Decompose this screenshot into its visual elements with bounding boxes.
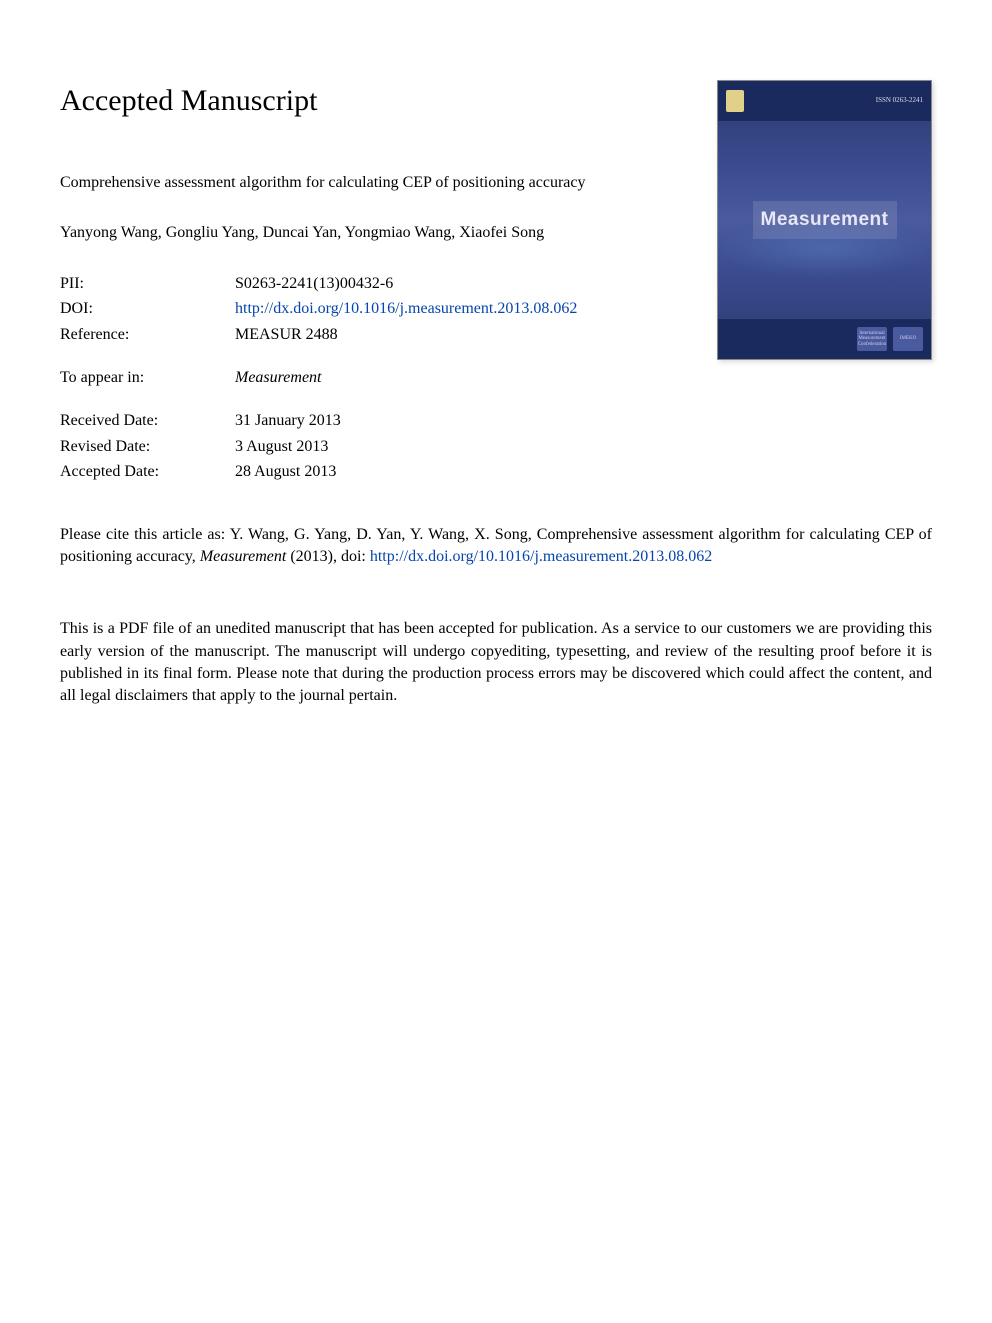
meta-label: PII:	[60, 273, 235, 295]
doi-link[interactable]: http://dx.doi.org/10.1016/j.measurement.…	[235, 298, 660, 320]
meta-label: Received Date:	[60, 410, 235, 432]
meta-value: Measurement	[235, 367, 660, 389]
cover-header: ISSN 0263-2241	[718, 81, 931, 121]
cover-badge-imc: International Measurement Confederation	[857, 327, 887, 351]
cover-badge-imeko: IMEKO	[893, 327, 923, 351]
article-authors: Yanyong Wang, Gongliu Yang, Duncai Yan, …	[60, 222, 660, 244]
main-column: Comprehensive assessment algorithm for c…	[60, 172, 660, 484]
journal-cover-thumbnail: ISSN 0263-2241 Measurement International…	[717, 80, 932, 360]
meta-row-doi: DOI: http://dx.doi.org/10.1016/j.measure…	[60, 298, 660, 320]
citation-doi-link[interactable]: http://dx.doi.org/10.1016/j.measurement.…	[370, 548, 712, 565]
meta-label: To appear in:	[60, 367, 235, 389]
citation-text: Please cite this article as: Y. Wang, G.…	[60, 524, 932, 569]
meta-value: 28 August 2013	[235, 461, 660, 483]
meta-row-pii: PII: S0263-2241(13)00432-6	[60, 273, 660, 295]
meta-label: Revised Date:	[60, 436, 235, 458]
meta-value: MEASUR 2488	[235, 324, 660, 346]
meta-label: Reference:	[60, 324, 235, 346]
elsevier-logo-icon	[726, 90, 744, 112]
citation-mid: (2013), doi:	[286, 548, 370, 565]
metadata-table: PII: S0263-2241(13)00432-6 DOI: http://d…	[60, 273, 660, 484]
cover-footer: International Measurement Confederation …	[718, 319, 931, 359]
meta-row-revised: Revised Date: 3 August 2013	[60, 436, 660, 458]
page-container: ISSN 0263-2241 Measurement International…	[60, 80, 932, 708]
citation-journal: Measurement	[200, 548, 287, 565]
cover-body: Measurement	[718, 121, 931, 319]
meta-value: 31 January 2013	[235, 410, 660, 432]
meta-label: Accepted Date:	[60, 461, 235, 483]
meta-value: S0263-2241(13)00432-6	[235, 273, 660, 295]
meta-row-appear: To appear in: Measurement	[60, 367, 660, 389]
article-title: Comprehensive assessment algorithm for c…	[60, 172, 660, 194]
meta-row-received: Received Date: 31 January 2013	[60, 410, 660, 432]
meta-row-reference: Reference: MEASUR 2488	[60, 324, 660, 346]
cover-issn: ISSN 0263-2241	[876, 96, 923, 106]
meta-label: DOI:	[60, 298, 235, 320]
meta-value: 3 August 2013	[235, 436, 660, 458]
meta-row-accepted: Accepted Date: 28 August 2013	[60, 461, 660, 483]
disclaimer-text: This is a PDF file of an unedited manusc…	[60, 618, 932, 708]
cover-wave-graphic	[718, 219, 931, 279]
